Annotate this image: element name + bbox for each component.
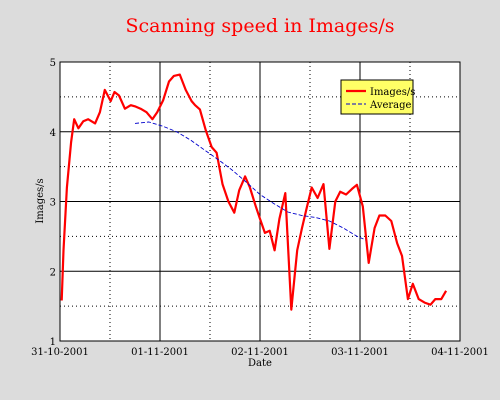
legend-box: [340, 79, 414, 115]
x-tick-label: 01-11-2001: [131, 347, 189, 358]
y-tick-label: 3: [50, 198, 56, 209]
y-tick-label: 5: [50, 58, 56, 69]
series-line-images: [60, 73, 448, 311]
x-tick-label: 02-11-2001: [231, 347, 289, 358]
legend-label-average: Average: [369, 100, 412, 111]
x-tick-label: 31-10-2001: [31, 347, 89, 358]
x-axis-label: Date: [248, 358, 272, 369]
x-tick-label: 04-11-2001: [431, 347, 489, 358]
plot-frame: [59, 61, 461, 342]
legend: Images/s Average: [340, 79, 415, 115]
y-axis-label: Images/s: [35, 178, 46, 223]
series-line-average: [134, 121, 366, 241]
y-tick-label: 4: [50, 128, 56, 139]
x-tick-label: 03-11-2001: [331, 347, 389, 358]
tick-labels: 31-10-2001 01-11-2001 02-11-2001 03-11-2001…: [31, 58, 489, 358]
series-layer: [60, 73, 448, 311]
legend-label-images: Images/s: [370, 87, 415, 98]
y-tick-label: 1: [50, 337, 56, 348]
y-tick-label: 2: [50, 267, 56, 278]
chart-title: Scanning speed in Images/s: [125, 15, 394, 37]
